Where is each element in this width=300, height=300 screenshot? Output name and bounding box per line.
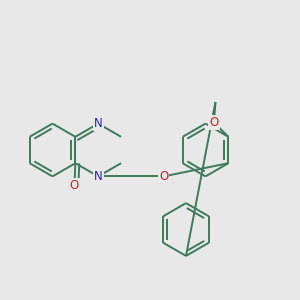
Text: O: O — [159, 170, 168, 183]
Text: O: O — [209, 116, 219, 129]
Text: N: N — [94, 170, 103, 183]
Text: N: N — [94, 117, 103, 130]
Text: O: O — [70, 179, 79, 192]
